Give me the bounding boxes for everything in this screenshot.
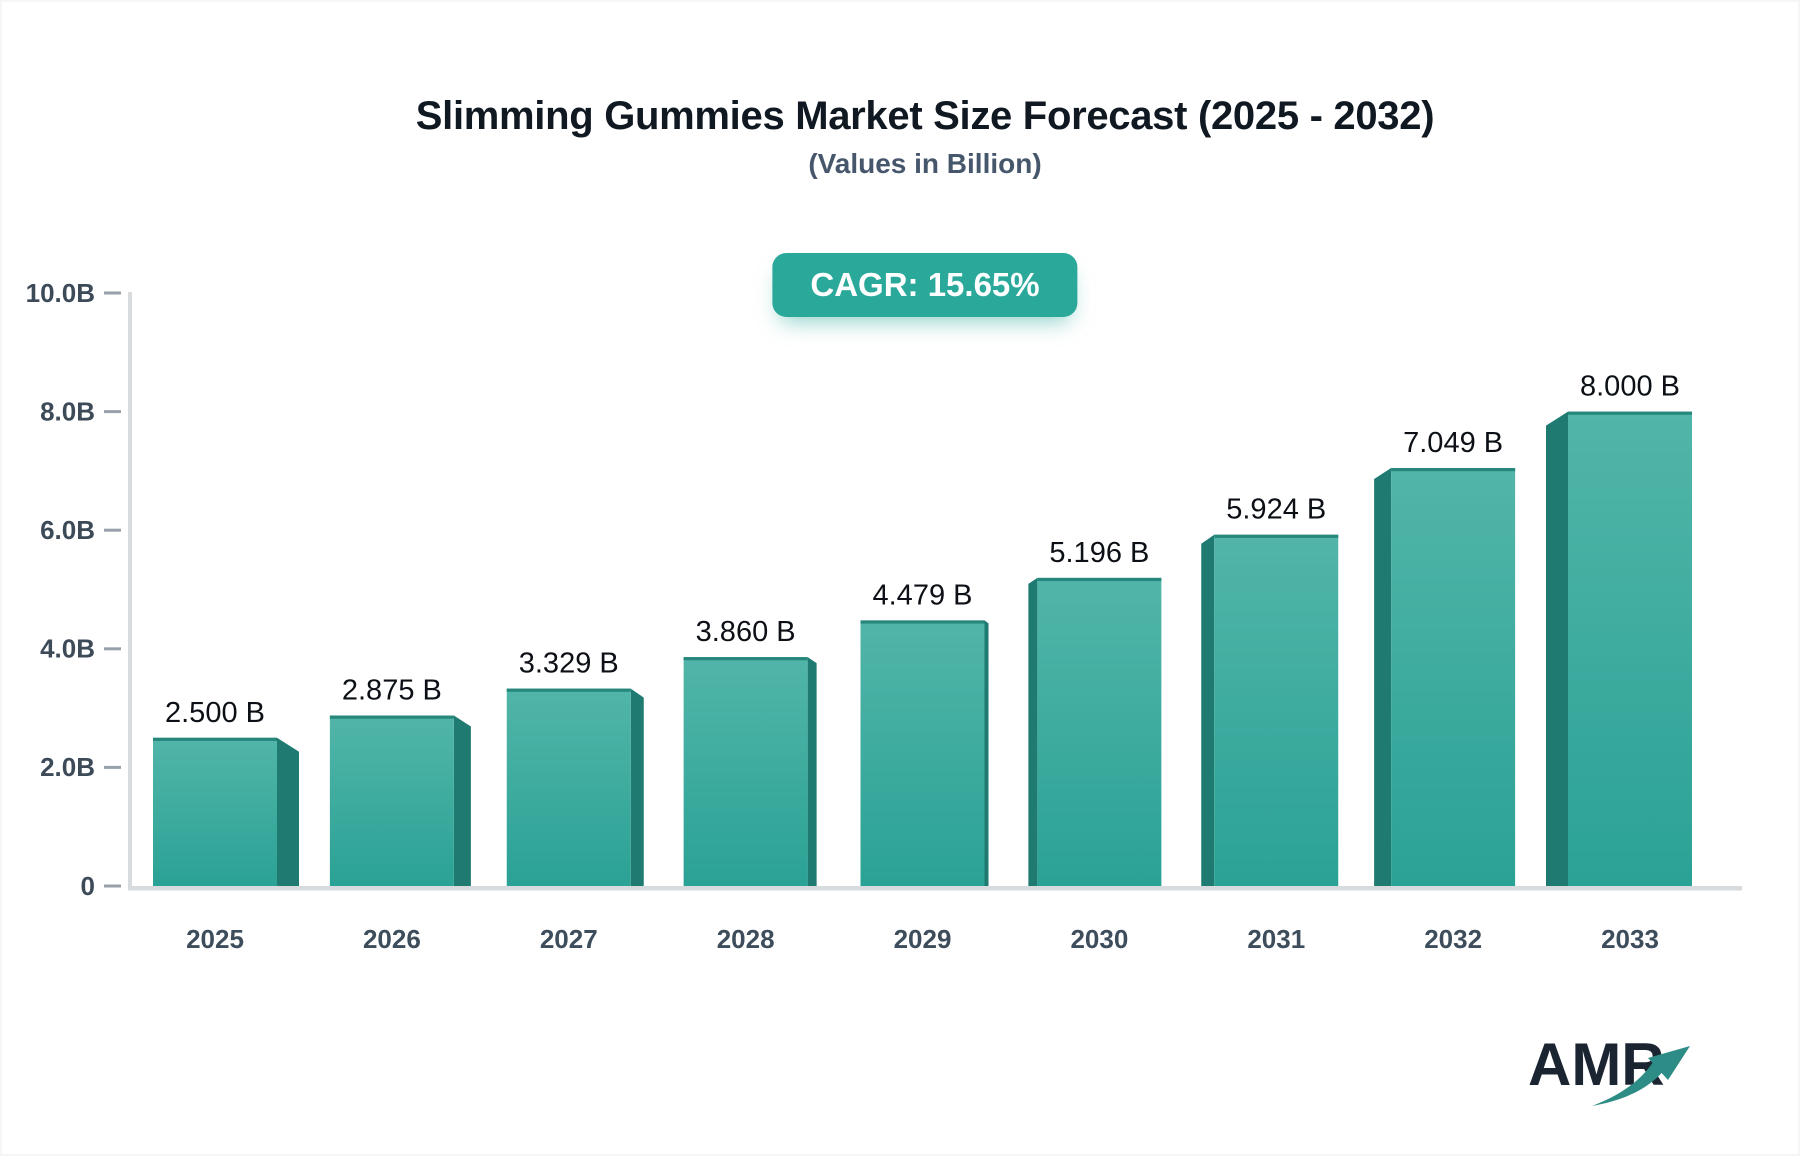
bar bbox=[1391, 467, 1516, 886]
bar-side-face bbox=[1546, 411, 1568, 886]
y-axis-tick bbox=[104, 647, 121, 651]
bar-value-label: 2.875 B bbox=[342, 675, 442, 707]
y-axis-label: 0 bbox=[81, 871, 95, 901]
y-axis-tick bbox=[104, 765, 121, 769]
bar bbox=[1214, 534, 1339, 886]
y-axis-label: 8.0B bbox=[40, 396, 95, 426]
y-axis-label: 4.0B bbox=[40, 634, 95, 664]
bar bbox=[1037, 577, 1162, 886]
x-axis-label: 2031 bbox=[1247, 924, 1305, 954]
bar-value-label: 5.196 B bbox=[1049, 537, 1149, 569]
bar-top-edge bbox=[1391, 467, 1516, 472]
bar-value-label: 7.049 B bbox=[1403, 427, 1503, 459]
bar bbox=[153, 737, 277, 886]
growth-arrow-icon bbox=[1592, 1046, 1690, 1106]
y-axis-tick bbox=[104, 884, 121, 888]
bar-top-edge bbox=[860, 620, 985, 624]
bar-value-label: 8.000 B bbox=[1580, 371, 1680, 403]
amr-logo: AMR bbox=[1520, 1030, 1740, 1125]
cagr-badge: CAGR: 15.65% bbox=[772, 253, 1078, 317]
bar-side-face bbox=[1028, 577, 1038, 886]
bar-side-face bbox=[1374, 467, 1392, 886]
x-axis-label: 2033 bbox=[1601, 924, 1659, 954]
y-axis-label: 6.0B bbox=[40, 515, 95, 545]
bar bbox=[506, 688, 631, 886]
bar-side-face bbox=[807, 657, 817, 886]
x-axis-label: 2025 bbox=[186, 924, 244, 954]
y-axis-line bbox=[128, 292, 132, 890]
bar bbox=[683, 657, 808, 886]
bar-top-edge bbox=[683, 657, 808, 661]
y-axis-tick bbox=[104, 528, 121, 532]
x-axis-label: 2029 bbox=[894, 924, 952, 954]
bar bbox=[329, 715, 454, 886]
bar-top-edge bbox=[506, 688, 631, 692]
chart-title: Slimming Gummies Market Size Forecast (2… bbox=[415, 94, 1435, 138]
bar-top-edge bbox=[153, 737, 277, 741]
x-axis-label: 2028 bbox=[717, 924, 775, 954]
y-axis-label: 2.0B bbox=[40, 752, 95, 782]
x-axis-label: 2030 bbox=[1070, 924, 1128, 954]
y-axis-label: 10.0B bbox=[26, 278, 95, 308]
bar-side-face bbox=[984, 620, 989, 886]
bar-top-edge bbox=[1037, 577, 1162, 582]
bar-side-face bbox=[630, 688, 644, 886]
x-axis-label: 2032 bbox=[1424, 924, 1482, 954]
bar-side-face bbox=[277, 737, 299, 886]
x-axis-line bbox=[128, 886, 1742, 891]
bar bbox=[860, 620, 985, 886]
bar-value-label: 4.479 B bbox=[873, 579, 973, 611]
bar-top-edge bbox=[1214, 534, 1339, 538]
y-axis-tick bbox=[104, 410, 121, 414]
y-axis-tick bbox=[104, 291, 121, 295]
bar-top-edge bbox=[1568, 411, 1692, 415]
bar-side-face bbox=[1201, 534, 1215, 886]
bar-value-label: 5.924 B bbox=[1226, 494, 1326, 526]
bar-value-label: 2.500 B bbox=[165, 697, 265, 729]
bar bbox=[1568, 411, 1692, 886]
x-axis-label: 2026 bbox=[363, 924, 421, 954]
bar-side-face bbox=[453, 715, 471, 886]
x-axis-label: 2027 bbox=[540, 924, 598, 954]
bar-top-edge bbox=[329, 715, 454, 719]
bar-value-label: 3.329 B bbox=[519, 648, 619, 680]
chart-subtitle: (Values in Billion) bbox=[808, 148, 1042, 179]
cagr-badge-label: CAGR: 15.65% bbox=[810, 266, 1040, 303]
bar-value-label: 3.860 B bbox=[696, 616, 796, 648]
